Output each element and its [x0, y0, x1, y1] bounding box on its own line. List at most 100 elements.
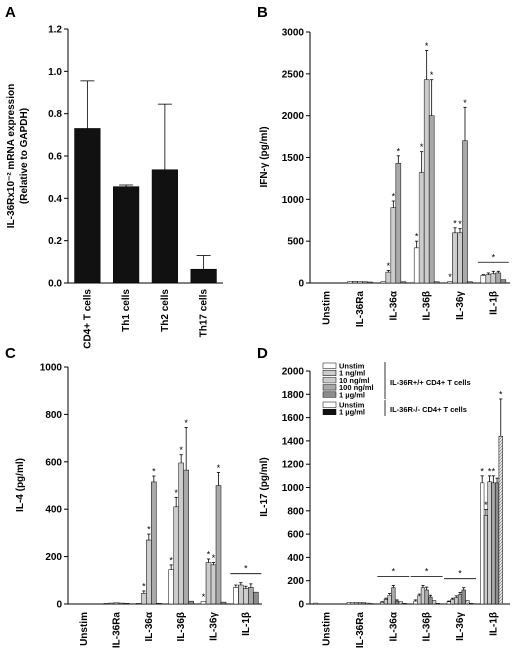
bar: [467, 281, 473, 284]
x-tick-label: Unstim: [322, 612, 333, 646]
legend-swatch: [322, 369, 337, 376]
panel-a-axes: 0.0 0.2 0.4 0.6 0.8 1.0 1.2 CD4+ T cells Th1 cel…: [48, 25, 223, 349]
legend-label: Unstim: [339, 362, 365, 371]
y-tick-label: 600: [287, 530, 304, 541]
significance-star: *: [142, 581, 146, 591]
significance-star: *: [152, 467, 156, 477]
x-tick-label: IL-36α: [144, 611, 155, 641]
significance-star: *: [184, 418, 188, 428]
panel-b: B IFN-γ (pg/ml) 0 500 1000 1500 2000 2500 3000…: [257, 4, 510, 327]
significance-star: *: [174, 488, 178, 498]
bar: [490, 273, 497, 284]
y-axis-label: IFN-γ (pg/ml): [259, 126, 270, 187]
significance-star: *: [420, 142, 424, 152]
significance-star: *: [499, 389, 503, 399]
bar: [423, 79, 430, 284]
bar: [418, 172, 425, 284]
bar: [483, 515, 489, 605]
significance-star: *: [492, 466, 496, 476]
bar: [113, 602, 120, 605]
x-tick-label: IL-36Ra: [112, 612, 123, 649]
bar: [385, 271, 392, 284]
bar: [357, 602, 363, 605]
bar: [450, 599, 455, 605]
legend-swatch: [322, 377, 337, 384]
bar: [431, 600, 437, 605]
bar: [190, 268, 217, 284]
x-tick-label: IL-1β: [488, 612, 499, 636]
y-tick-label: 400: [45, 505, 62, 516]
y-tick-label: 500: [287, 237, 304, 248]
bar: [485, 274, 492, 284]
y-tick-label: 1800: [282, 390, 305, 401]
bar: [118, 602, 125, 605]
y-tick-label: 0: [56, 600, 62, 611]
y-tick-label: 1.2: [48, 25, 62, 36]
panel-d-bars: *** *** * *: [313, 389, 503, 605]
bar: [480, 275, 487, 284]
bar: [243, 588, 249, 605]
y-tick-label: 1000: [282, 195, 305, 206]
bar: [465, 600, 470, 605]
y-tick-label: 0.2: [48, 236, 62, 247]
x-tick-label: IL-36Ra: [355, 612, 366, 649]
bar: [400, 281, 407, 284]
bar: [365, 602, 370, 605]
panel-c-ylabel: IL-4 (pg/ml): [15, 458, 26, 512]
bar: [413, 600, 418, 605]
significance-star: *: [207, 549, 211, 559]
y-axis-label: IL-4 (pg/ml): [15, 458, 26, 512]
bar: [452, 232, 458, 284]
legend-swatch: [322, 408, 337, 415]
bar: [248, 587, 254, 605]
y-tick-label: 1500: [282, 153, 305, 164]
x-tick-label: CD4+ T cells: [82, 289, 93, 349]
significance-star: *: [453, 218, 457, 228]
panel-a-ylabel: IL-36Rx10⁻² mRNA expression (Relative to …: [6, 84, 30, 228]
bar: [103, 603, 110, 605]
panel-d-axes: 0 200 400 600 800 1000 1200 1400 1600 1800 2000 Uns…: [282, 367, 510, 649]
y-tick-label: 2000: [282, 111, 305, 122]
bar: [383, 599, 389, 605]
x-tick-label: IL-36β: [176, 612, 187, 641]
y-tick-label: 200: [45, 552, 62, 563]
y-tick-label: 0.0: [48, 279, 62, 290]
significance-star: *: [425, 41, 429, 51]
significance-star: *: [392, 566, 396, 576]
panel-c: C IL-4 (pg/ml) 0 200 400 600 800 1000 Unstim IL…: [5, 345, 262, 648]
bar: [395, 163, 402, 284]
bar: [424, 589, 429, 605]
significance-star: *: [179, 445, 183, 455]
y-tick-label: 200: [287, 576, 304, 587]
panel-label-b: B: [257, 4, 268, 21]
significance-star: *: [217, 463, 221, 473]
bar: [215, 485, 222, 605]
bar: [346, 602, 351, 605]
x-tick-label: IL-36γ: [455, 612, 466, 641]
bar: [188, 600, 194, 605]
y-tick-label: 0.4: [48, 194, 62, 205]
bar: [361, 602, 366, 605]
y-tick-label: 2000: [282, 367, 305, 378]
bar: [354, 602, 359, 605]
significance-star: *: [415, 232, 419, 242]
x-tick-label: IL-1β: [241, 612, 252, 636]
bar: [413, 247, 420, 284]
bar: [205, 562, 212, 605]
legend-label: 1 ng/ml: [339, 369, 365, 378]
bar: [168, 569, 174, 605]
bar: [454, 597, 459, 605]
bar: [462, 140, 468, 284]
panel-b-axes: 0 500 1000 1500 2000 2500 3000 Unstim IL-36Ra IL-…: [282, 28, 510, 327]
bar: [391, 587, 396, 605]
y-tick-label: 800: [287, 506, 304, 517]
bar: [113, 186, 140, 284]
x-tick-label: IL-36β: [422, 612, 433, 641]
y-tick-label: 0: [298, 279, 304, 290]
legend-swatch: [322, 391, 337, 398]
panel-label-a: A: [5, 4, 16, 21]
bar: [491, 482, 496, 605]
significance-star: *: [425, 566, 429, 576]
y-tick-label: 0: [298, 600, 304, 611]
